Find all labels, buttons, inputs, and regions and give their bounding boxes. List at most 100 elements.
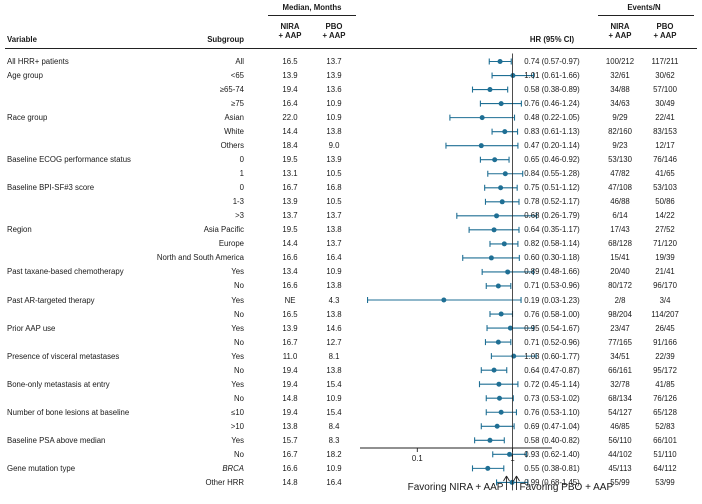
- row-subgroup: ≥75: [231, 99, 244, 109]
- row-nira-events: 68/128: [608, 239, 632, 249]
- row-hr-ci: 1.03 (0.60-1.77): [524, 351, 580, 361]
- row-subgroup: 0: [239, 183, 244, 193]
- row-hr-ci: 0.71 (0.53-0.96): [524, 281, 580, 291]
- row-pbo-events: 52/83: [655, 421, 675, 431]
- row-pbo-median: 10.5: [326, 197, 342, 207]
- row-pbo-median: 13.8: [326, 309, 342, 319]
- row-hr-ci: 0.71 (0.52-0.96): [524, 337, 580, 347]
- row-nira-events: 80/172: [608, 281, 632, 291]
- row-subgroup: No: [234, 281, 244, 291]
- row-variable: Region: [7, 225, 32, 235]
- hr-point: [506, 451, 512, 457]
- row-nira-median: 13.8: [282, 421, 298, 431]
- row-nira-median: 18.4: [282, 141, 298, 151]
- hr-point: [441, 297, 447, 303]
- hr-point: [487, 87, 493, 93]
- row-subgroup: Yes: [231, 351, 244, 361]
- row-pbo-median: 13.6: [326, 85, 342, 95]
- favoring-left-arrowhead: [503, 475, 510, 482]
- row-variable: Age group: [7, 71, 43, 81]
- row-pbo-events: 66/101: [653, 435, 677, 445]
- header-events-n: Events/N: [627, 3, 661, 12]
- hr-point: [498, 311, 504, 317]
- row-subgroup: ≤10: [231, 407, 244, 417]
- row-pbo-events: 117/211: [651, 57, 679, 66]
- row-nira-median: 14.8: [282, 477, 298, 487]
- row-subgroup: No: [234, 365, 244, 375]
- row-nira-events: 55/99: [610, 477, 630, 487]
- row-pbo-events: 76/146: [653, 155, 677, 165]
- row-hr-ci: 0.73 (0.53-1.02): [524, 393, 580, 403]
- row-pbo-events: 41/85: [655, 379, 675, 389]
- row-subgroup: 1: [239, 169, 244, 179]
- row-pbo-events: 3/4: [659, 295, 671, 305]
- row-nira-events: 44/102: [608, 449, 632, 459]
- row-variable: Gene mutation type: [7, 463, 76, 473]
- header-pbo-median-line1: PBO: [325, 22, 343, 31]
- hr-point: [479, 115, 485, 121]
- row-hr-ci: 0.19 (0.03-1.23): [524, 295, 580, 305]
- row-hr-ci: 0.74 (0.57-0.97): [524, 57, 580, 66]
- x-axis-tick-label: 0.1: [411, 454, 423, 463]
- row-subgroup: Asian: [224, 113, 244, 123]
- row-nira-median: 19.5: [282, 225, 298, 235]
- row-pbo-median: 16.4: [326, 477, 342, 487]
- row-subgroup: Yes: [231, 379, 244, 389]
- row-subgroup: No: [234, 337, 244, 347]
- row-hr-ci: 0.83 (0.61-1.13): [524, 127, 580, 137]
- hr-point: [495, 283, 501, 289]
- row-hr-ci: 0.55 (0.38-0.81): [524, 463, 580, 473]
- row-pbo-median: 14.6: [326, 323, 342, 333]
- row-hr-ci: 0.76 (0.46-1.24): [524, 99, 580, 109]
- row-nira-median: 16.6: [282, 463, 298, 473]
- row-pbo-median: 13.8: [326, 365, 342, 375]
- hr-point: [491, 227, 497, 233]
- row-pbo-events: 19/39: [655, 253, 675, 263]
- row-hr-ci: 0.99 (0.68-1.45): [524, 477, 580, 487]
- row-hr-ci: 0.72 (0.45-1.14): [524, 379, 580, 389]
- row-hr-ci: 0.76 (0.58-1.00): [524, 309, 580, 319]
- row-subgroup: Europe: [218, 239, 244, 249]
- hr-point: [498, 101, 504, 107]
- row-nira-events: 9/23: [612, 141, 628, 151]
- row-nira-median: 22.0: [282, 113, 298, 123]
- hr-point: [505, 269, 511, 275]
- row-variable: Number of bone lesions at baseline: [7, 407, 130, 417]
- x-axis-tick-label: 1: [510, 454, 515, 463]
- row-nira-events: 32/78: [610, 379, 630, 389]
- row-nira-events: 45/113: [608, 463, 632, 473]
- row-pbo-median: 15.4: [326, 407, 342, 417]
- row-nira-median: 16.4: [282, 99, 298, 109]
- row-nira-events: 53/130: [608, 155, 632, 165]
- row-variable: Presence of visceral metastases: [7, 351, 120, 361]
- row-pbo-median: 13.9: [326, 155, 342, 165]
- row-nira-median: 19.4: [282, 365, 298, 375]
- row-subgroup: Asia Pacific: [203, 225, 244, 235]
- row-pbo-events: 95/172: [653, 365, 677, 375]
- row-nira-median: 16.7: [282, 449, 298, 459]
- row-subgroup: All: [235, 57, 244, 66]
- row-hr-ci: 0.47 (0.20-1.14): [524, 141, 580, 151]
- row-nira-median: 13.1: [282, 169, 298, 179]
- row-subgroup: ≥65-74: [219, 85, 244, 95]
- row-pbo-median: 4.3: [328, 295, 340, 305]
- row-hr-ci: 1.01 (0.61-1.66): [524, 71, 580, 81]
- row-nira-events: 23/47: [610, 323, 630, 333]
- hr-point: [498, 409, 504, 415]
- row-nira-events: 34/88: [610, 85, 630, 95]
- row-hr-ci: 0.82 (0.58-1.14): [524, 239, 580, 249]
- row-pbo-events: 83/153: [653, 127, 677, 137]
- hr-point: [511, 353, 517, 359]
- row-subgroup: Yes: [231, 267, 244, 277]
- hr-point: [478, 143, 484, 149]
- row-pbo-median: 10.5: [326, 169, 342, 179]
- hr-point: [509, 479, 515, 485]
- row-nira-events: 2/8: [614, 295, 626, 305]
- hr-point: [496, 395, 502, 401]
- header-hr-ci: HR (95% CI): [529, 35, 575, 44]
- row-nira-median: 15.7: [282, 435, 298, 445]
- row-nira-median: 13.9: [282, 71, 298, 81]
- row-subgroup: No: [234, 393, 244, 403]
- row-pbo-median: 10.9: [326, 113, 342, 123]
